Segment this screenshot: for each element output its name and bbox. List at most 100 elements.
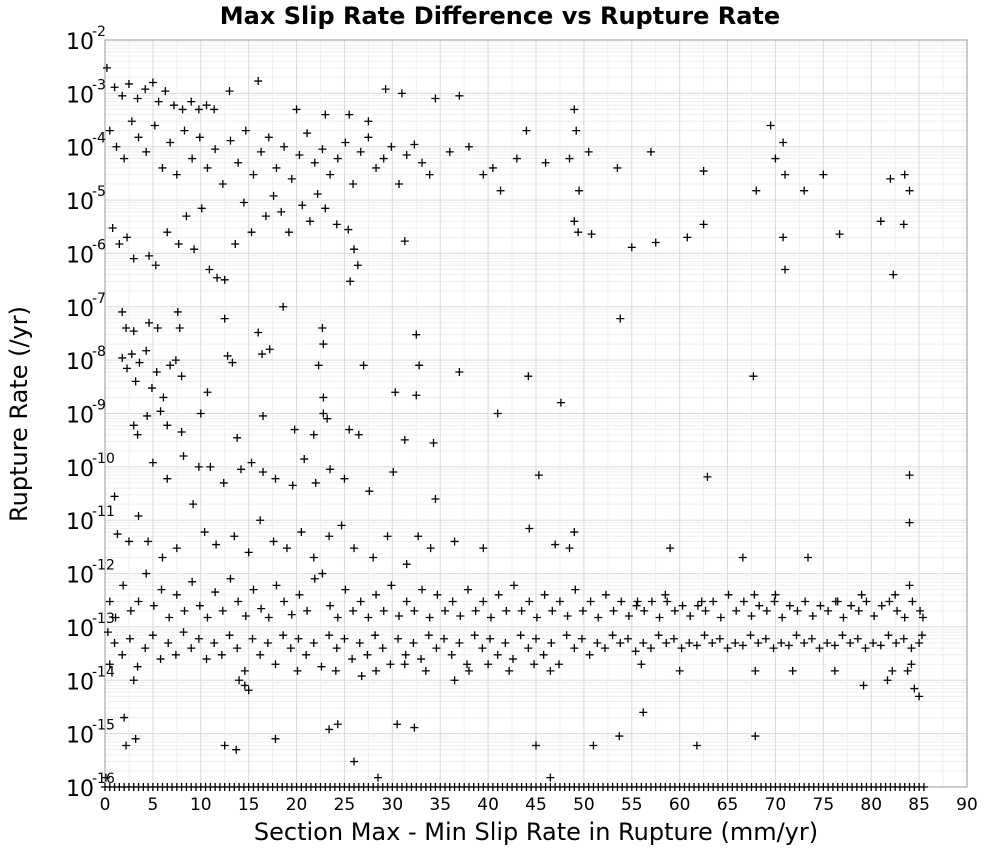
data-point — [456, 612, 465, 621]
data-point — [540, 590, 549, 599]
data-point — [244, 548, 253, 557]
x-tick-label: 65 — [717, 795, 739, 815]
data-point — [118, 353, 127, 362]
y-tick-label: 10 — [66, 83, 94, 108]
data-point — [202, 101, 211, 110]
y-tick-label: 10 — [66, 724, 94, 749]
data-point — [232, 745, 241, 754]
y-tick-exponent: -8 — [92, 344, 106, 360]
data-point — [572, 126, 581, 135]
data-point — [112, 142, 121, 151]
data-point — [389, 468, 398, 477]
data-point — [578, 606, 587, 615]
data-point — [574, 228, 583, 237]
data-point — [237, 465, 246, 474]
data-point — [279, 302, 288, 311]
data-point — [292, 105, 301, 114]
data-point — [623, 634, 632, 643]
data-point — [686, 612, 695, 621]
data-point — [616, 638, 625, 647]
data-point — [318, 145, 327, 154]
data-point — [633, 597, 642, 606]
data-point — [547, 638, 556, 647]
data-point — [571, 585, 580, 594]
data-point — [463, 585, 472, 594]
data-point — [269, 537, 278, 546]
data-point — [269, 191, 278, 200]
data-point — [197, 204, 206, 213]
data-point — [151, 261, 160, 270]
data-point — [824, 606, 833, 615]
x-tick-label: 70 — [765, 795, 787, 815]
data-point — [120, 154, 129, 163]
data-point — [203, 613, 212, 622]
data-point — [179, 451, 188, 460]
data-point — [692, 641, 701, 650]
data-point — [141, 85, 150, 94]
data-point — [703, 472, 712, 481]
data-point — [356, 597, 365, 606]
data-point — [637, 660, 646, 669]
data-point — [766, 121, 775, 130]
data-point — [693, 601, 702, 610]
y-tick-exponent: -3 — [92, 77, 106, 93]
chart-title: Max Slip Rate Difference vs Rupture Rate — [220, 2, 780, 30]
x-tick-label: 15 — [238, 795, 260, 815]
data-point — [298, 201, 307, 210]
data-point — [716, 613, 725, 622]
data-point — [655, 613, 664, 622]
data-point — [271, 734, 280, 743]
data-point — [134, 133, 143, 142]
data-point — [589, 741, 598, 750]
data-point — [163, 228, 172, 237]
data-point — [754, 638, 763, 647]
y-tick-label: 10 — [66, 617, 94, 642]
data-point — [387, 142, 396, 151]
data-point — [412, 330, 421, 339]
data-point — [496, 186, 505, 195]
data-point — [277, 207, 286, 216]
data-point — [755, 601, 764, 610]
data-point — [172, 590, 181, 599]
data-point — [739, 597, 748, 606]
data-point — [354, 430, 363, 439]
data-point — [345, 110, 354, 119]
data-point — [219, 478, 228, 487]
data-point — [297, 528, 306, 537]
y-axis-label: Rupture Rate (/yr) — [5, 306, 33, 522]
data-point — [575, 186, 584, 195]
data-point — [265, 345, 274, 354]
data-point — [110, 492, 119, 501]
data-point — [235, 676, 244, 685]
data-point — [484, 660, 493, 669]
data-point — [402, 150, 411, 159]
data-point — [234, 597, 243, 606]
x-tick-label: 55 — [621, 795, 643, 815]
y-tick-label: 10 — [66, 297, 94, 322]
data-point — [381, 85, 390, 94]
data-point — [180, 126, 189, 135]
data-point — [417, 655, 426, 664]
data-point — [310, 158, 319, 167]
data-point — [732, 606, 741, 615]
y-tick-label: 10 — [66, 564, 94, 589]
data-point — [133, 430, 142, 439]
data-point — [182, 212, 191, 221]
data-point — [907, 644, 916, 653]
data-point — [163, 474, 172, 483]
y-tick-label: 10 — [66, 670, 94, 695]
data-point — [899, 220, 908, 229]
data-point — [907, 660, 916, 669]
data-point — [587, 230, 596, 239]
data-point — [819, 170, 828, 179]
x-tick-label: 50 — [573, 795, 595, 815]
data-point — [750, 590, 759, 599]
x-tick-label: 60 — [669, 795, 691, 815]
data-point — [891, 590, 900, 599]
data-point — [118, 91, 127, 100]
data-point — [231, 240, 240, 249]
data-point — [337, 521, 346, 530]
y-tick-exponent: -5 — [92, 184, 106, 200]
data-point — [792, 631, 801, 640]
